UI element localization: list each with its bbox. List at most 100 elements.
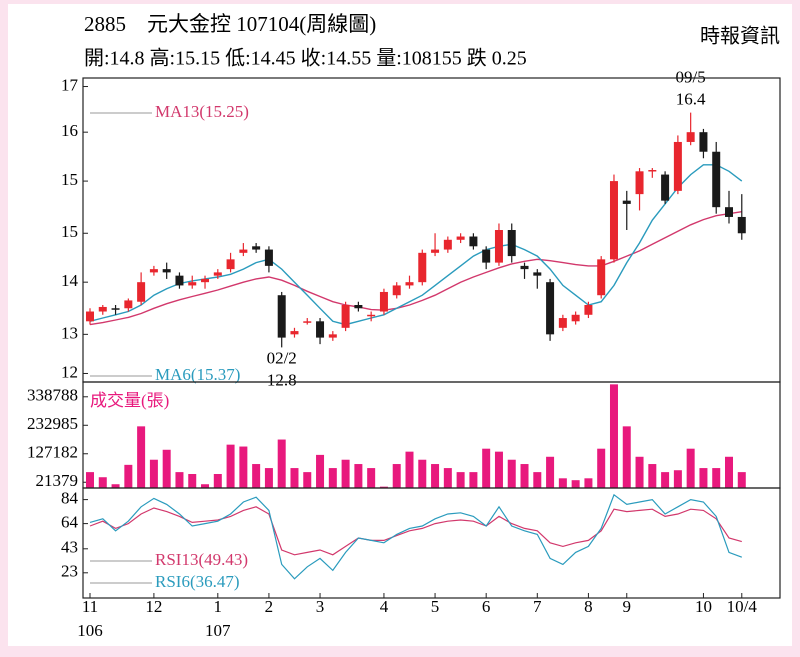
volume-bar [725, 456, 733, 488]
volume-bar [494, 451, 503, 488]
candle-body [558, 318, 567, 328]
source: 時報資訊 [700, 25, 780, 48]
candle-body [303, 321, 312, 323]
candle-body [149, 269, 158, 273]
volume-bar [571, 480, 580, 488]
candle-body [111, 308, 120, 310]
x-year-label: 106 [77, 621, 103, 640]
y-tick-label: 21379 [36, 471, 79, 490]
volume-bar [609, 384, 618, 488]
volume-bar [367, 468, 376, 488]
moving-average-line [89, 164, 743, 326]
annotation-date: 09/5 [676, 68, 706, 87]
candle-body [226, 259, 235, 270]
volume-bar [686, 448, 695, 488]
candle-body [725, 207, 733, 217]
volume-bar [597, 448, 606, 488]
candle-body [405, 282, 414, 286]
rsi-panel [82, 487, 781, 599]
x-year-label: 107 [205, 621, 231, 640]
volume-bar [175, 472, 184, 488]
panel-frames [82, 77, 781, 599]
volume-bar [712, 468, 721, 488]
x-tick-label: 3 [316, 597, 325, 616]
candle-body [328, 334, 337, 338]
candle-body [239, 249, 248, 253]
candle-body [686, 132, 695, 142]
annotation-value: 12.8 [267, 370, 297, 389]
candle-body [571, 314, 580, 322]
candle-body [418, 252, 427, 283]
y-tick-label: 232985 [27, 414, 78, 433]
candle-body [316, 321, 325, 338]
annotation-value: 16.4 [676, 90, 706, 109]
x-tick-label: 9 [623, 597, 632, 616]
candle-body [546, 282, 555, 335]
volume-bar [635, 456, 644, 488]
candle-body [213, 272, 222, 276]
volume-bar [443, 468, 452, 488]
candle-body [699, 132, 708, 152]
candle-body [482, 249, 491, 263]
legend-label: RSI13(49.43) [155, 550, 248, 569]
candle-body [264, 249, 273, 266]
candle-body [737, 216, 746, 234]
candle-body [443, 239, 452, 250]
volume-bar [405, 451, 414, 488]
y-tick-label: 127182 [27, 443, 78, 462]
volume-bar [201, 484, 210, 488]
volume-bar [546, 456, 555, 488]
volume-bar [188, 474, 197, 488]
candle-body [277, 295, 286, 338]
volume-bar [290, 468, 299, 488]
volume-bar [264, 468, 273, 488]
volume-bar [379, 486, 388, 488]
candle-body [124, 300, 133, 309]
volume-bar [661, 472, 670, 488]
candle-body [137, 282, 146, 302]
volume-bar [316, 454, 325, 488]
volume-bar [277, 439, 286, 488]
volume-bar [303, 472, 312, 488]
volume-bar [648, 464, 657, 488]
x-tick-label: 12 [145, 597, 162, 616]
x-tick-label: 4 [380, 597, 389, 616]
candle-body [431, 249, 440, 253]
candle-body [622, 200, 631, 204]
chart-title: 2885 元大金控 107104(周線圖) [84, 12, 376, 36]
candle-body [648, 170, 657, 172]
volume-bar [558, 478, 567, 488]
y-tick-label: 12 [61, 362, 78, 381]
candle-body [533, 272, 542, 276]
candle-body [712, 151, 721, 208]
x-tick-label: 10 [695, 597, 712, 616]
candle-body [162, 269, 171, 273]
volume-bar [456, 472, 465, 488]
candle-body [494, 230, 503, 263]
volume-bar [149, 459, 158, 488]
candle-body [252, 246, 261, 250]
candle-body [175, 275, 184, 286]
y-tick-label: 15 [61, 222, 78, 241]
candle-body [520, 265, 529, 270]
volume-bar [507, 459, 516, 488]
x-tick-label: 1 [214, 597, 223, 616]
y-tick-label: 13 [61, 323, 78, 342]
y-tick-label: 16 [61, 121, 78, 140]
x-tick-label: 10/4 [727, 597, 758, 616]
y-tick-label: 15 [61, 170, 78, 189]
x-tick-label: 11 [82, 597, 98, 616]
y-tick-label: 23 [61, 562, 78, 581]
candle-body [661, 174, 670, 201]
candle-body [354, 305, 363, 309]
candle-body [584, 305, 593, 315]
volume-bar [162, 449, 171, 488]
y-tick-label: 64 [61, 513, 79, 532]
candle-body [635, 171, 644, 195]
volume-bar [418, 459, 427, 488]
volume-bar [124, 464, 133, 488]
volume-bar [111, 484, 120, 488]
quote-line: 開:14.8 高:15.15 低:14.45 收:14.55 量:108155 … [84, 47, 527, 70]
volume-bar [469, 472, 478, 488]
